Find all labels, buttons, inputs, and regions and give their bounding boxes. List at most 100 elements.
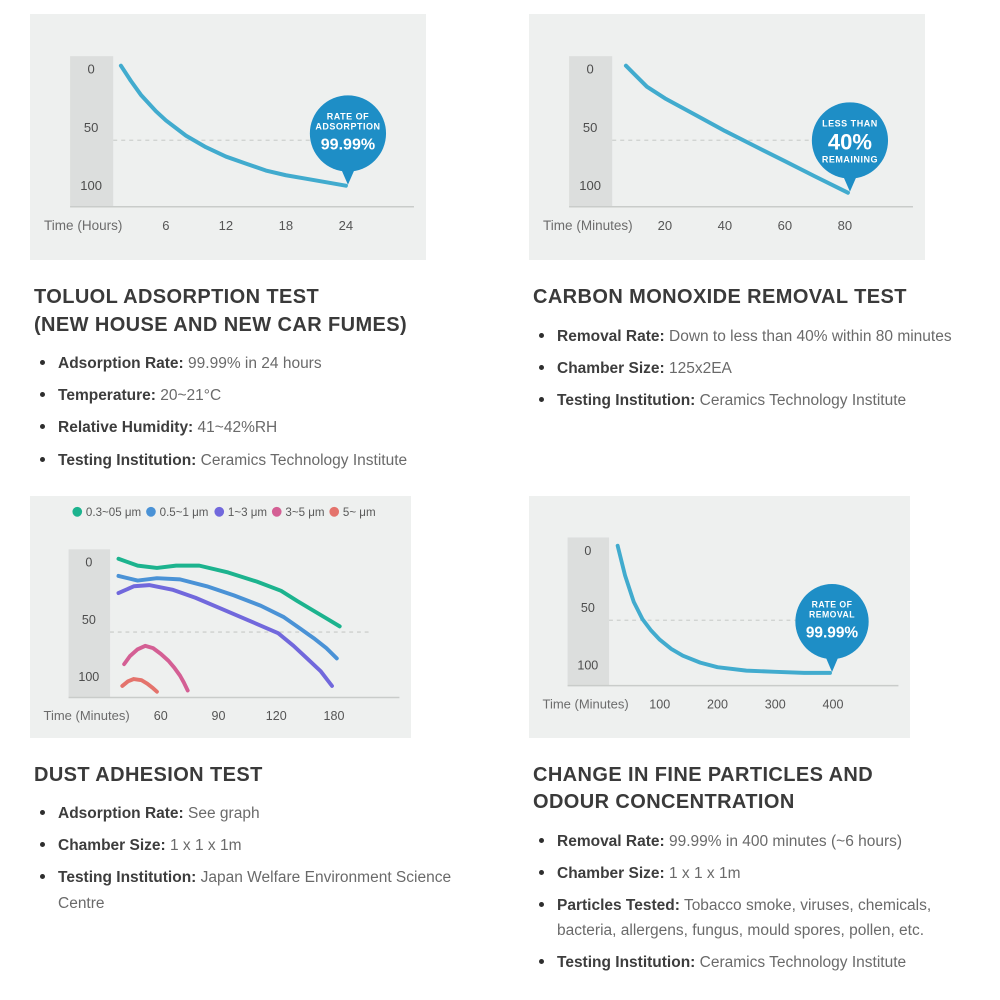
page-title-dust: DUST ADHESION TEST (34, 762, 471, 790)
bubble-line: ADSORPTION (315, 121, 380, 131)
x-tick-label: 40 (718, 218, 732, 233)
fact-label: Chamber Size: (557, 359, 665, 377)
x-axis-label: Time (Minutes) (543, 696, 629, 711)
fact-item: Particles Tested: Tobacco smoke, viruses… (533, 893, 970, 943)
callout-bubble (309, 95, 387, 172)
legend-label: 3~5 μm (285, 506, 324, 519)
data-curve-0 (615, 543, 832, 675)
fact-label: Testing Institution: (557, 954, 696, 972)
page-title-toluol: TOLUOL ADSORPTION TEST (NEW HOUSE AND NE… (34, 284, 471, 339)
data-curve-0 (116, 556, 342, 628)
particles-chart-panel: 0 50 100 Time (Minutes) 100 200 300 400 RATE OF R… (529, 495, 910, 738)
fact-value: 1 x 1 x 1m (169, 837, 242, 855)
section-toluol-test: 0 50 100 Time (Hours) 6 12 18 24 RATE OF ADSORPTI… (30, 14, 471, 480)
fact-item: Chamber Size: 125x2EA (533, 356, 970, 381)
x-tick-label: 24 (339, 218, 353, 233)
callout-bubble (811, 102, 889, 179)
bullet-icon (539, 332, 544, 338)
x-tick-label: 18 (279, 218, 293, 233)
y-tick-label: 0 (587, 62, 594, 77)
section-dust-adhesion-test: 0 50 100 Time (Minutes) 60 90 120 180 0.3~05 μm 0… (30, 495, 471, 983)
bubble-line: REMAINING (822, 155, 878, 165)
bullet-icon (40, 360, 45, 366)
fact-value: 20~21°C (160, 387, 222, 405)
legend-label: 1~3 μm (228, 506, 267, 519)
bubble-line: RATE OF (812, 599, 853, 609)
x-tick-label: 12 (219, 218, 233, 233)
bullet-icon (539, 396, 544, 402)
bubble-tail (825, 655, 839, 672)
legend-label: 5~ μm (343, 506, 376, 519)
fact-label: Testing Institution: (58, 869, 197, 887)
page-title-particles: CHANGE IN FINE PARTICLES AND ODOUR CONCE… (533, 762, 970, 817)
bullet-icon (539, 902, 544, 908)
bullet-icon (40, 810, 45, 816)
fact-label: Removal Rate: (557, 327, 665, 345)
y-axis-band (569, 56, 613, 207)
fact-value: Ceramics Technology Institute (699, 391, 907, 409)
x-tick-label: 60 (154, 709, 168, 723)
y-axis-band (70, 56, 114, 207)
bubble-tail (340, 168, 355, 185)
bubble-big-value: 99.99% (321, 136, 375, 154)
toluol-chart-panel: 0 50 100 Time (Hours) 6 12 18 24 RATE OF ADSORPTI… (30, 14, 426, 260)
x-tick-label: 100 (649, 697, 670, 711)
fact-item: Testing Institution: Ceramics Technology… (533, 950, 970, 975)
fact-item: Relative Humidity: 41~42%RH (34, 415, 471, 440)
title-line: ODOUR CONCENTRATION (533, 791, 795, 814)
y-tick-label: 0 (88, 62, 95, 77)
bubble-big-value: 40% (828, 129, 873, 154)
bubble-line: LESS THAN (822, 118, 878, 128)
bubble-tail (842, 175, 857, 192)
bullet-icon (539, 364, 544, 370)
x-tick-label: 300 (765, 697, 786, 711)
data-curve-3 (122, 643, 190, 693)
y-tick-label: 0 (85, 555, 92, 569)
dust-adhesion-chart: 0 50 100 Time (Minutes) 60 90 120 180 0.3~05 μm 0… (44, 506, 400, 723)
fact-label: Particles Tested: (557, 897, 680, 915)
callout-bubble (795, 583, 869, 659)
title-line: DUST ADHESION TEST (34, 763, 263, 786)
fact-item: Testing Institution: Japan Welfare Envir… (34, 865, 471, 915)
bullet-icon (40, 424, 45, 430)
data-curve-0 (623, 63, 850, 195)
dust-chart-panel: 0 50 100 Time (Minutes) 60 90 120 180 0.3~05 μm 0… (30, 495, 411, 738)
fact-value: Tobacco smoke, viruses, chemicals, bacte… (557, 897, 932, 940)
bubble-big-value: 99.99% (806, 624, 858, 641)
x-axis-label: Time (Minutes) (543, 218, 633, 233)
bullet-icon (539, 869, 544, 875)
fact-label: Adsorption Rate: (58, 805, 184, 823)
data-curve-2 (116, 582, 334, 688)
toluol-chart: 0 50 100 Time (Hours) 6 12 18 24 RATE OFADSORPTI… (44, 56, 414, 233)
legend-dot (146, 506, 156, 517)
data-curve-1 (116, 573, 339, 660)
bullet-icon (539, 959, 544, 965)
y-axis-band (68, 548, 111, 698)
fact-item: Adsorption Rate: 99.99% in 24 hours (34, 351, 471, 376)
y-tick-label: 50 (581, 601, 595, 615)
fact-item: Removal Rate: Down to less than 40% with… (533, 324, 970, 349)
title-line: TOLUOL ADSORPTION TEST (34, 286, 320, 308)
co-chart-panel: 0 50 100 Time (Minutes) 20 40 60 80 LESS THAN 40%… (529, 14, 925, 260)
x-tick-label: 6 (162, 218, 169, 233)
fact-value: Ceramics Technology Institute (200, 451, 408, 469)
fact-item: Chamber Size: 1 x 1 x 1m (34, 833, 471, 858)
fact-value: 125x2EA (668, 359, 732, 377)
legend-dot (329, 506, 340, 517)
section-fine-particles-odour: 0 50 100 Time (Minutes) 100 200 300 400 RATE OF R… (529, 495, 970, 983)
fact-value: See graph (188, 805, 260, 823)
legend-label: 0.5~1 μm (160, 506, 209, 519)
title-line: (NEW HOUSE AND NEW CAR FUMES) (34, 313, 408, 336)
fact-list: Removal Rate: 99.99% in 400 minutes (~6 … (529, 829, 970, 976)
fine-particles-chart: 0 50 100 Time (Minutes) 100 200 300 400 RATE OFR… (543, 537, 899, 711)
y-tick-label: 100 (80, 178, 102, 193)
x-tick-label: 80 (838, 218, 852, 233)
legend-label: 0.3~05 μm (86, 506, 141, 519)
legend-dot (214, 506, 225, 517)
x-tick-label: 200 (707, 697, 728, 711)
fact-item: Removal Rate: 99.99% in 400 minutes (~6 … (533, 829, 970, 854)
title-line: CARBON MONOXIDE REMOVAL TEST (533, 286, 907, 308)
x-tick-label: 400 (823, 697, 844, 711)
data-curve-4 (120, 676, 159, 694)
